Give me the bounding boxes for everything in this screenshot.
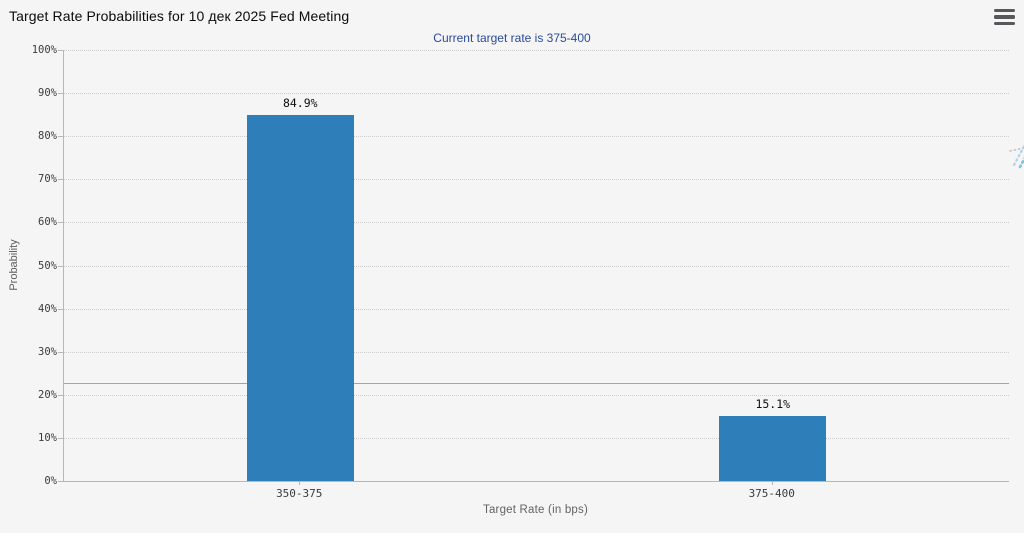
gridline bbox=[64, 394, 1009, 396]
reference-line bbox=[64, 383, 1009, 385]
y-tick-label: 70% bbox=[38, 173, 57, 186]
chart-title: Target Rate Probabilities for 10 дек 202… bbox=[9, 8, 350, 24]
y-tick-mark bbox=[58, 351, 63, 353]
x-tick-mark bbox=[299, 481, 301, 485]
bar-350-375[interactable] bbox=[246, 115, 354, 481]
y-tick-mark bbox=[58, 265, 63, 267]
y-tick-label: 10% bbox=[38, 431, 57, 444]
y-tick-label: 50% bbox=[38, 259, 57, 272]
y-tick-label: 60% bbox=[38, 216, 57, 229]
y-tick-mark bbox=[58, 222, 63, 224]
x-tick-label: 375-400 bbox=[748, 487, 795, 500]
bar-value-label: 84.9% bbox=[282, 96, 318, 111]
gridline bbox=[64, 222, 1009, 224]
y-tick-label: 30% bbox=[38, 345, 57, 358]
gridline bbox=[64, 179, 1009, 181]
y-tick-mark bbox=[58, 481, 63, 482]
y-tick-mark bbox=[58, 93, 63, 95]
y-tick-label: 90% bbox=[38, 87, 57, 100]
gridline bbox=[64, 50, 1009, 51]
y-tick-label: 40% bbox=[38, 302, 57, 315]
y-tick-mark bbox=[58, 50, 63, 51]
watermark-swoosh-icon bbox=[1009, 144, 1024, 169]
gridline bbox=[64, 351, 1009, 353]
menu-bar bbox=[994, 21, 1015, 25]
hamburger-menu-icon[interactable] bbox=[994, 9, 1015, 25]
y-tick-mark bbox=[58, 394, 63, 396]
y-tick-mark bbox=[58, 308, 63, 310]
x-axis-label: Target Rate (in bps) bbox=[483, 504, 588, 516]
bar-375-400[interactable] bbox=[719, 415, 827, 481]
gridline bbox=[64, 437, 1009, 439]
gridline bbox=[64, 308, 1009, 310]
gridline bbox=[64, 136, 1009, 138]
y-tick-mark bbox=[58, 179, 63, 181]
y-tick-label: 80% bbox=[38, 130, 57, 143]
menu-bar bbox=[994, 15, 1015, 19]
x-tick-label: 350-375 bbox=[276, 487, 323, 500]
chart-subtitle: Current target rate is 375-400 bbox=[433, 31, 591, 45]
x-tick-mark bbox=[771, 481, 773, 485]
watermark: Q bbox=[1008, 105, 1024, 177]
y-tick-mark bbox=[58, 437, 63, 439]
bar-value-label: 15.1% bbox=[755, 396, 791, 411]
y-tick-label: 20% bbox=[38, 388, 57, 401]
plot-area: Q 84.9% 15.1% bbox=[63, 50, 1024, 482]
y-tick-label: 100% bbox=[31, 44, 57, 56]
gridline bbox=[64, 93, 1009, 95]
y-tick-label: 0% bbox=[44, 475, 57, 487]
y-tick-mark bbox=[58, 136, 63, 138]
gridline bbox=[64, 265, 1009, 267]
menu-bar bbox=[994, 9, 1015, 13]
